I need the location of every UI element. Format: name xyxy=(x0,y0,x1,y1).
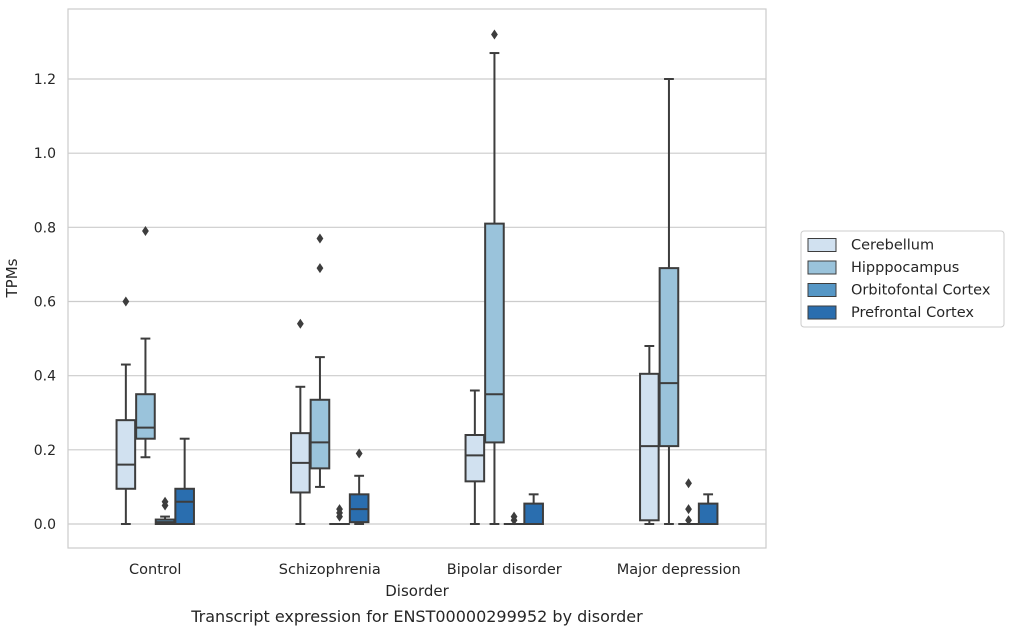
box-iqr xyxy=(485,224,504,443)
box-iqr xyxy=(117,420,136,489)
legend-swatch xyxy=(808,284,836,297)
x-tick-label: Schizophrenia xyxy=(279,562,381,578)
chart-title: Transcript expression for ENST0000029995… xyxy=(190,607,643,626)
y-tick-label: 0.8 xyxy=(34,220,56,236)
y-tick-label: 1.2 xyxy=(34,72,56,88)
legend-swatch xyxy=(808,306,836,319)
box-iqr xyxy=(524,504,543,524)
y-tick-label: 0.2 xyxy=(34,443,56,459)
x-axis-label: Disorder xyxy=(385,582,449,600)
legend-swatch xyxy=(808,239,836,252)
box-iqr xyxy=(136,394,155,439)
x-tick-label: Bipolar disorder xyxy=(447,562,562,578)
y-tick-label: 0.0 xyxy=(34,517,56,533)
x-tick-label: Major depression xyxy=(617,562,741,578)
legend-label: Orbitofontal Cortex xyxy=(851,283,991,299)
y-tick-label: 0.4 xyxy=(34,369,56,385)
y-tick-label: 1.0 xyxy=(34,146,56,162)
legend-label: Hipppocampus xyxy=(851,260,959,276)
legend-swatch xyxy=(808,261,836,274)
legend-label: Prefrontal Cortex xyxy=(851,305,974,321)
legend-label: Cerebellum xyxy=(851,238,934,254)
box-iqr xyxy=(660,268,679,446)
box-iqr xyxy=(466,435,485,481)
y-tick-label: 0.6 xyxy=(34,295,56,311)
box-iqr xyxy=(311,400,330,469)
box-iqr xyxy=(699,504,718,524)
y-axis-label: TPMs xyxy=(3,258,21,298)
legend: Cerebellum Hipppocampus Orbitofontal Corte… xyxy=(801,231,1004,327)
box-iqr xyxy=(175,489,194,524)
x-tick-label: Control xyxy=(129,562,181,578)
